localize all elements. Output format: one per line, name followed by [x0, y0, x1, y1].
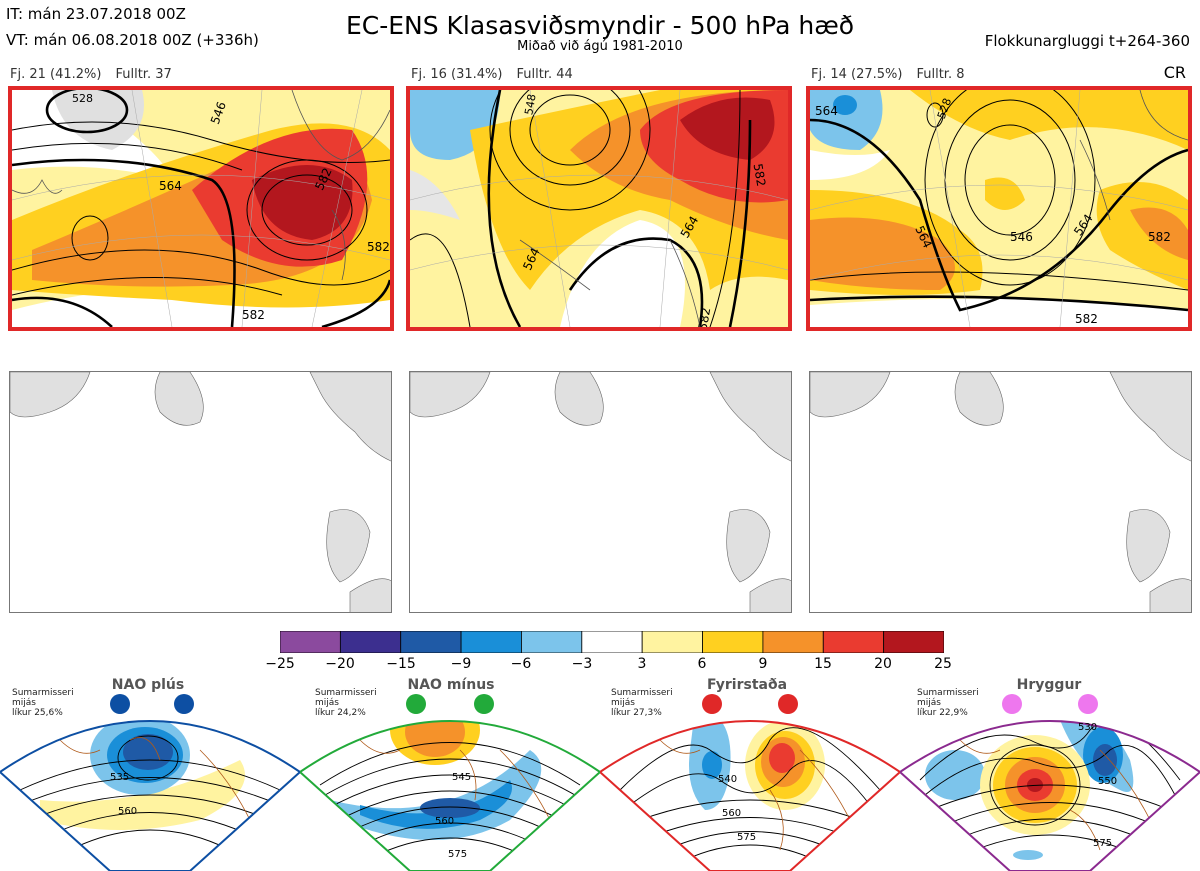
page-subtitle: Miðað við ágú 1981-2010: [517, 39, 683, 54]
colorbar-segment: [521, 631, 583, 653]
regime-2-title: NAO mínus: [407, 677, 495, 693]
initial-time: IT: mán 23.07.2018 00Z: [6, 5, 186, 23]
regime-2-map: 545 560 575: [300, 694, 600, 871]
colorbar: [280, 631, 944, 653]
regime-3-stats: Sumarmisseri mijás líkur 27,3%: [611, 688, 673, 718]
colorbar-segment: [400, 631, 462, 653]
colorbar-tick: −25: [265, 656, 295, 672]
cluster-1-fulltr: Fulltr. 37: [115, 67, 172, 82]
valid-time: VT: mán 06.08.2018 00Z (+336h): [6, 31, 259, 49]
regime-2-line2: mijás: [315, 698, 339, 708]
cluster-3-contour-label: 582: [1148, 230, 1171, 244]
regime-1-map: 535 560: [0, 694, 300, 871]
cluster-3-contour-label: 582: [1075, 312, 1098, 326]
colorbar-segment: [702, 631, 764, 653]
colorbar-segment: [581, 631, 643, 653]
cluster-2-fj: Fj. 16 (31.4%): [411, 67, 503, 82]
regime-2-label: 545: [452, 772, 471, 783]
regime-4-line1: Sumarmisseri: [917, 688, 979, 698]
cluster-3-map: 564 546 564 564 582 582 528: [806, 86, 1192, 331]
regime-4-dot: [1078, 694, 1098, 714]
regime-1-dot: [110, 694, 130, 714]
regime-3-line2: mijás: [611, 698, 635, 708]
colorbar-tick: −15: [386, 656, 416, 672]
blank-map-3: [809, 371, 1192, 613]
cluster-3-contour-label: 564: [815, 104, 838, 118]
colorbar-tick: 20: [874, 656, 892, 672]
colorbar-segment: [822, 631, 885, 653]
cluster-3-fj: Fj. 14 (27.5%): [811, 67, 903, 82]
cluster-2-contour-label: 582: [695, 306, 714, 331]
regime-1-label: 535: [110, 772, 129, 783]
colorbar-tick: −20: [325, 656, 355, 672]
colorbar-tick: −3: [571, 656, 593, 672]
colorbar-tick: 6: [697, 656, 707, 672]
regime-2-label: 560: [435, 816, 454, 827]
regime-4-title: Hryggur: [1016, 677, 1082, 693]
cluster-1-map: 582 564 582 582 546 528: [8, 86, 394, 331]
regime-1-stats: Sumarmisseri mijás líkur 25,6%: [12, 688, 74, 718]
regime-3-dot: [778, 694, 798, 714]
colorbar-tick: 3: [637, 656, 647, 672]
regime-2-line3: líkur 24,2%: [315, 708, 366, 718]
regime-3-title: Fyrirstaða: [706, 677, 788, 693]
colorbar-segment: [883, 631, 944, 653]
regime-1-dot: [174, 694, 194, 714]
regime-2-stats: Sumarmisseri mijás líkur 24,2%: [315, 688, 377, 718]
cluster-1-contour-label: 582: [367, 240, 390, 254]
cr-label: CR: [1163, 63, 1186, 82]
regime-3-label: 540: [718, 774, 737, 785]
regime-2-label: 575: [448, 849, 467, 860]
cluster-2-label: Fj. 16 (31.4%) Fulltr. 44: [411, 67, 573, 82]
regime-1-label: 560: [118, 806, 137, 817]
colorbar-tick: −6: [510, 656, 532, 672]
regime-4-line2: mijás: [917, 698, 941, 708]
cluster-3-contour-label: 546: [1010, 230, 1033, 244]
cluster-3-fulltr: Fulltr. 8: [916, 67, 965, 82]
colorbar-segment: [339, 631, 402, 653]
colorbar-segment: [762, 631, 824, 653]
blank-map-2: [409, 371, 792, 613]
clustering-window: Flokkunargluggi t+264-360: [984, 32, 1190, 50]
regime-4-label: 550: [1098, 776, 1117, 787]
regime-1-line3: líkur 25,6%: [12, 708, 63, 718]
regime-1-line2: mijás: [12, 698, 36, 708]
regime-4-label: 530: [1078, 722, 1097, 733]
regime-4-dot: [1002, 694, 1022, 714]
regime-3-map: 540 560 575: [600, 694, 900, 871]
regime-3-line3: líkur 27,3%: [611, 708, 662, 718]
regime-3-dot: [702, 694, 722, 714]
regime-1-line1: Sumarmisseri: [12, 688, 74, 698]
regime-3-label: 560: [722, 808, 741, 819]
regime-1-title: NAO plús: [111, 677, 185, 693]
regime-2-dot: [474, 694, 494, 714]
cluster-1-fj: Fj. 21 (41.2%): [10, 67, 102, 82]
cluster-1-contour-label: 528: [72, 92, 93, 105]
regime-4-stats: Sumarmisseri mijás líkur 22,9%: [917, 688, 979, 718]
colorbar-segment: [460, 631, 522, 653]
colorbar-segment: [641, 631, 703, 653]
regime-2-dot: [406, 694, 426, 714]
regime-3-line1: Sumarmisseri: [611, 688, 673, 698]
cluster-1-contour-label: 564: [159, 179, 182, 193]
colorbar-tick: 25: [934, 656, 952, 672]
regime-4-label: 575: [1093, 838, 1112, 849]
cluster-2-map: 564 564 582 582 548: [406, 86, 792, 331]
colorbar-segment: [280, 631, 341, 653]
cluster-3-label: Fj. 14 (27.5%) Fulltr. 8: [811, 67, 965, 82]
colorbar-tick: 9: [758, 656, 768, 672]
cluster-1-contour-label: 582: [242, 308, 265, 322]
regime-2-line1: Sumarmisseri: [315, 688, 377, 698]
regime-4-line3: líkur 22,9%: [917, 708, 968, 718]
regime-3-label: 575: [737, 832, 756, 843]
blank-map-1: [9, 371, 392, 613]
colorbar-tick: 15: [814, 656, 832, 672]
colorbar-tick: −9: [450, 656, 472, 672]
cluster-1-label: Fj. 21 (41.2%) Fulltr. 37: [10, 67, 172, 82]
regime-4-map: 530 550 575: [900, 694, 1200, 871]
cluster-2-fulltr: Fulltr. 44: [516, 67, 573, 82]
page-title: EC-ENS Klasasviðsmyndir - 500 hPa hæð: [345, 11, 855, 40]
